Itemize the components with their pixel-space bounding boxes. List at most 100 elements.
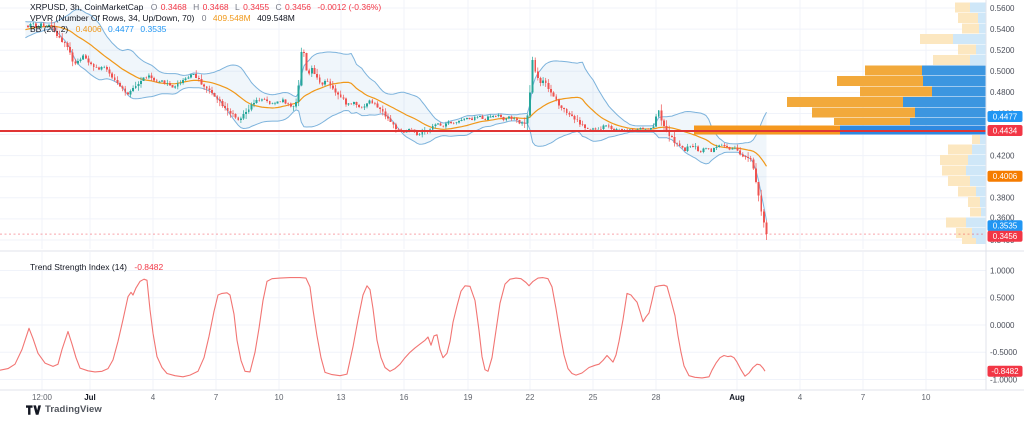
price-tick-label: 0.3800 [990,194,1015,203]
vpvr-row-down [972,144,986,155]
time-tick-label: 4 [798,393,803,402]
price-badge: 0.3456 [987,230,1023,242]
vpvr-row-down [981,207,986,217]
vpvr-row-up [962,238,976,244]
vpvr-row-down [976,238,986,244]
vpvr-row-up [933,55,970,65]
time-axis[interactable]: 12:00 Jul 4 7 10 13 16 19 22 25 28 Aug 4 7 10 [32,393,931,402]
price-badge: -0.8482 [987,365,1023,377]
vpvr-row-up [812,107,915,118]
price-axis[interactable]: 0.56000.54000.52000.50000.48000.46000.42… [987,4,1023,385]
vpvr-row-up [787,97,903,107]
grid-layer [0,0,986,390]
tradingview-brand-text[interactable]: TradingView [45,404,102,415]
tsi-legend-row: Trend Strength Index (14) -0.8482 [30,262,167,273]
vpvr-row-up [956,228,972,238]
vpvr-row-up [958,13,978,23]
vpvr-row-up [968,197,980,207]
tsi-line [0,277,766,379]
vpvr-row-down [978,13,986,23]
time-tick-label: 12:00 [32,393,53,402]
price-tick-label: 0.5600 [990,4,1015,13]
separators [0,0,1024,391]
time-tick-label: 7 [861,393,866,402]
volume-profile [694,2,986,244]
price-tick-label: 0.4800 [990,88,1015,97]
vpvr-row-down [968,155,986,165]
svg-text:0.3535: 0.3535 [993,222,1018,231]
price-badge: 0.4434 [987,125,1023,136]
bollinger-bands [25,9,768,221]
svg-text:0.4477: 0.4477 [993,112,1018,121]
tsi-tick-label: 0.0000 [990,321,1015,330]
bb-upper-line [25,9,767,145]
time-tick-label: 28 [652,393,661,402]
vpvr-row-down [976,44,986,55]
vpvr-row-up [865,65,922,76]
time-tick-label: Jul [84,393,96,402]
time-tick-label: 10 [275,393,284,402]
vpvr-row-down [980,135,986,144]
vpvr-row-down [910,118,986,125]
vpvr-row-up [860,86,932,97]
vpvr-row-down [976,186,986,197]
time-tick-label: 13 [337,393,346,402]
svg-text:0.4006: 0.4006 [993,172,1018,181]
vpvr-row-up [834,118,910,125]
price-badge: 0.4006 [987,170,1023,182]
vpvr-row-down [979,23,986,34]
vpvr-row-down [972,228,986,238]
vpvr-row-up [942,165,966,176]
vpvr-row-down [970,55,986,65]
price-tick-label: 0.5000 [990,67,1015,76]
vpvr-row-down [970,176,986,186]
vpvr-row-up [920,34,953,44]
vpvr-row-down [970,2,986,13]
price-tick-label: 0.3600 [990,213,1015,222]
price-tick-label: 0.4200 [990,152,1015,161]
price-badge: 0.3535 [987,220,1023,232]
vpvr-row-up [962,23,979,34]
svg-text:-0.8482: -0.8482 [991,367,1019,376]
vpvr-row-up [940,155,968,165]
vpvr-row-down [922,65,986,76]
vpvr-row-up [946,217,966,228]
vpvr-row-up [970,207,981,217]
price-tick-label: 0.5200 [990,46,1015,55]
vpvr-row-down [923,76,986,86]
bb-fill [25,9,767,221]
tsi-tick-label: 0.5000 [990,294,1015,303]
time-tick-label: 16 [400,393,409,402]
time-tick-label: 25 [589,393,598,402]
svg-text:0.3456: 0.3456 [993,232,1018,241]
time-tick-label: 19 [464,393,473,402]
vpvr-row-down [966,165,986,176]
time-tick-label: Aug [729,393,745,402]
vpvr-row-up [958,186,976,197]
time-tick-label: 22 [526,393,535,402]
vpvr-row-down [915,107,986,118]
tsi-tick-label: -1.0000 [990,375,1018,384]
price-badge: 0.4477 [987,111,1023,122]
tsi-layer [0,277,766,379]
vpvr-row-up [972,135,980,144]
time-tick-label: 4 [151,393,156,402]
vpvr-row-down [980,197,986,207]
vpvr-row-down [953,34,986,44]
time-tick-label: 7 [214,393,219,402]
vpvr-row-down [903,97,986,107]
svg-text:0.4434: 0.4434 [993,126,1018,135]
vpvr-row-down [966,217,986,228]
tsi-value: -0.8482 [134,262,164,272]
vpvr-row-up [948,144,972,155]
tsi-title[interactable]: Trend Strength Index (14) [30,262,128,272]
vpvr-row-up [958,44,976,55]
price-tick-label: 0.5400 [990,25,1015,34]
tradingview-logo-icon[interactable] [26,404,41,415]
tsi-tick-label: 1.0000 [990,266,1015,275]
level-lines [0,130,986,235]
vpvr-row-up [955,2,970,13]
tsi-tick-label: -0.5000 [990,348,1018,357]
